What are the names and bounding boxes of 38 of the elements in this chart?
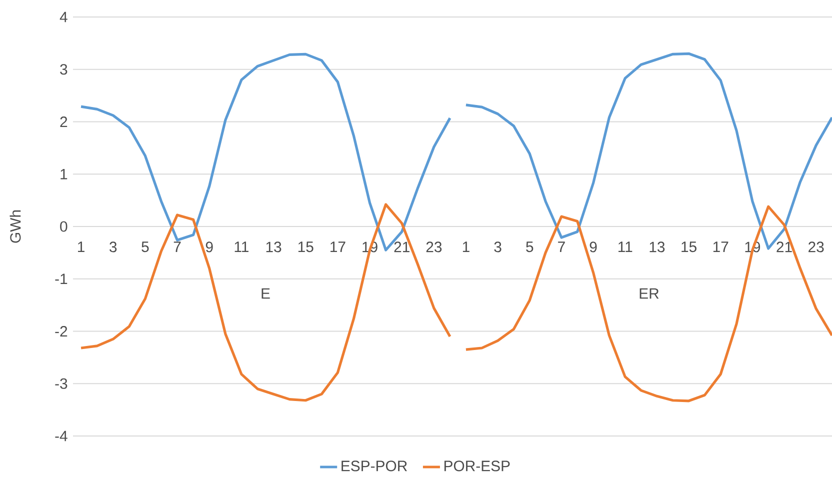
x-tick-label: 7: [558, 242, 565, 252]
x-tick-label: 15: [682, 242, 696, 252]
x-tick-label: 21: [394, 242, 410, 252]
line-series: [80, 52, 452, 252]
y-tick-label: 3: [60, 64, 68, 75]
legend-label: ESP-POR: [342, 460, 407, 472]
x-tick-label: 13: [650, 242, 665, 252]
y-tick-label: 2: [60, 116, 68, 127]
x-tick-label: 1: [462, 242, 470, 252]
y-tick-label: -4: [55, 430, 68, 442]
x-tick-label: 13: [266, 242, 282, 252]
x-tick-label: 1: [78, 242, 84, 252]
x-tick-label: 5: [526, 242, 534, 252]
x-tick-label: 17: [330, 242, 346, 252]
x-tick-label: 9: [206, 242, 213, 252]
x-tick-label: 23: [426, 242, 442, 252]
x-tick-label: 11: [618, 242, 632, 252]
y-tick-label: 1: [60, 168, 68, 180]
x-tick-label: 21: [776, 242, 792, 252]
y-tick-label: 4: [60, 12, 68, 22]
y-tick-label: 0: [60, 221, 68, 232]
x-tick-label: 5: [142, 242, 149, 252]
x-tick-label: 17: [713, 242, 728, 252]
y-tick-label: -2: [55, 326, 68, 336]
x-tick-label: 7: [174, 242, 181, 252]
x-tick-label: 9: [590, 242, 597, 252]
line-series: [80, 203, 452, 402]
x-tick-label: 15: [298, 242, 314, 252]
x-axis-title: ER: [640, 288, 659, 299]
y-tick-label: -1: [55, 274, 68, 284]
x-tick-label: 11: [234, 242, 248, 252]
x-tick-label: 3: [110, 242, 117, 252]
x-tick-label: 23: [808, 242, 824, 252]
y-tick-label: -3: [55, 378, 68, 389]
x-tick-label: 3: [494, 242, 502, 252]
y-axis-title: GWh: [10, 210, 21, 243]
legend-label: POR-ESP: [444, 460, 510, 472]
x-axis-title: E: [262, 288, 270, 299]
